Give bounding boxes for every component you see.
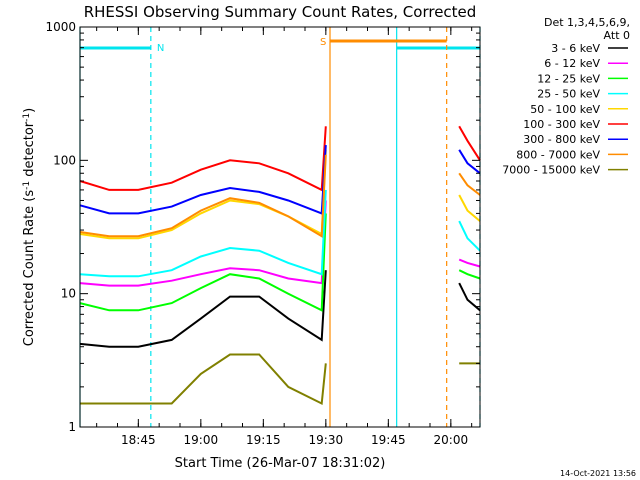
legend-label: 3 - 6 keV xyxy=(551,42,600,55)
mode-flags: NS xyxy=(79,27,481,427)
y-tick-label: 1 xyxy=(68,420,76,434)
series-line xyxy=(79,189,327,278)
series-line xyxy=(79,145,327,215)
legend-label: 7000 - 15000 keV xyxy=(502,164,600,177)
series-line xyxy=(458,149,481,175)
legend-label: 12 - 25 keV xyxy=(537,72,600,85)
series-line xyxy=(458,258,481,268)
y-tick-label: 10 xyxy=(61,287,76,301)
y-axis: 1 10 100 1000 xyxy=(45,20,480,434)
series-line xyxy=(79,154,327,238)
legend-label: 300 - 800 keV xyxy=(523,133,600,146)
legend-label: 50 - 100 keV xyxy=(530,103,600,116)
legend: Det 1,3,4,5,6,9,Att 0 3 - 6 keV 6 - 12 keV… xyxy=(502,16,630,177)
series-line xyxy=(80,353,327,406)
legend-label: 100 - 300 keV xyxy=(523,118,600,131)
series-line xyxy=(458,269,481,280)
x-tick-label: 20:00 xyxy=(434,433,469,447)
chart-title: RHESSI Observing Summary Count Rates, Co… xyxy=(84,3,477,21)
series-line xyxy=(79,200,327,287)
plot-area xyxy=(79,125,481,406)
legend-header: Det 1,3,4,5,6,9, xyxy=(544,16,630,29)
series-line xyxy=(79,270,327,348)
series-line xyxy=(458,220,481,252)
x-tick-label: 19:15 xyxy=(246,433,281,447)
x-tick-label: 19:00 xyxy=(184,433,219,447)
series-line xyxy=(79,213,327,312)
flag-label: N xyxy=(157,43,164,54)
timestamp: 14-Oct-2021 13:56 xyxy=(560,469,636,478)
plot-frame xyxy=(79,26,481,428)
x-axis: 18:45 19:00 19:15 19:30 19:45 20:00 xyxy=(96,27,473,447)
series-line xyxy=(458,172,481,196)
y-tick-label: 1000 xyxy=(45,20,76,34)
legend-label: 25 - 50 keV xyxy=(537,88,600,101)
x-axis-label: Start Time (26-Mar-07 18:31:02) xyxy=(175,456,386,471)
series-line xyxy=(79,126,327,192)
x-tick-label: 18:45 xyxy=(121,433,156,447)
legend-label: 800 - 7000 keV xyxy=(516,148,600,161)
y-tick-label: 100 xyxy=(53,153,76,167)
y-axis-label: Corrected Count Rate (s-1 detector-1) xyxy=(22,108,37,346)
legend-header: Att 0 xyxy=(604,29,630,42)
flag-label: S xyxy=(320,37,326,48)
series-line xyxy=(458,194,481,222)
x-tick-label: 19:45 xyxy=(371,433,406,447)
series-line xyxy=(458,125,481,161)
x-tick-label: 19:30 xyxy=(309,433,344,447)
series-line xyxy=(458,282,481,312)
legend-label: 6 - 12 keV xyxy=(544,57,600,70)
